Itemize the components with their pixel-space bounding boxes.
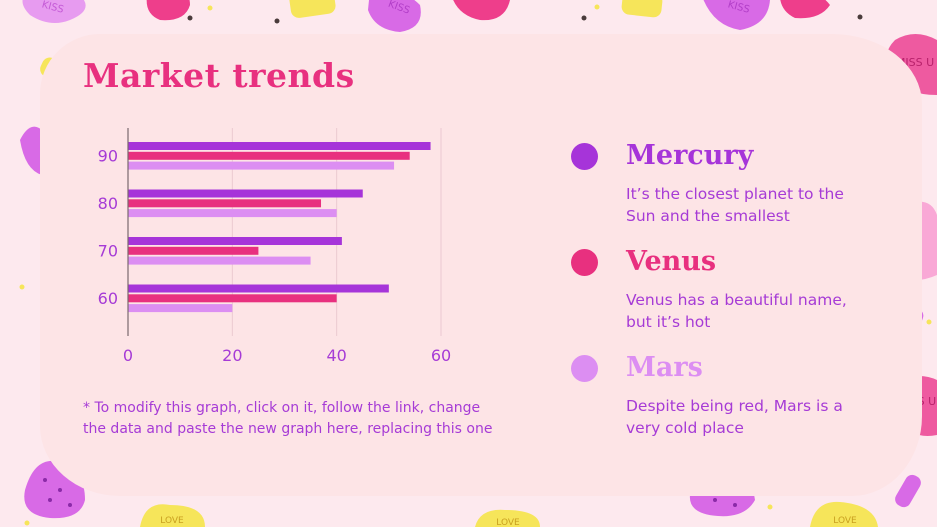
legend-desc-mars: Despite being red, Mars is a very cold p… <box>626 397 843 437</box>
x-tick-label: 60 <box>431 346 451 365</box>
bar-venus-60 <box>128 294 337 303</box>
heart-candy-icon <box>140 504 205 527</box>
sprinkle-icon <box>274 18 280 24</box>
bar-mars-90 <box>128 161 395 170</box>
bar-chart: 90 80 70 60 0 20 40 60 <box>98 128 451 365</box>
sprinkle-icon <box>594 4 600 10</box>
sprinkle-icon <box>767 504 773 510</box>
sprinkle-icon <box>187 15 193 21</box>
heart-candy-icon <box>453 0 510 21</box>
y-tick-label: 80 <box>98 194 118 213</box>
sprinkle-icon <box>207 5 213 11</box>
bar-mercury-80 <box>128 189 363 198</box>
bar-venus-90 <box>128 151 410 160</box>
heart-candy-label: LOVE <box>160 516 184 526</box>
legend-name-mars: Mars <box>626 352 703 383</box>
bar-mars-70 <box>128 256 311 265</box>
sprinkle-icon <box>733 503 737 507</box>
x-tick-label: 0 <box>123 346 133 365</box>
heart-candy-icon <box>20 126 42 175</box>
sprinkle-icon <box>24 520 30 526</box>
legend-desc-mercury: It’s the closest planet to the Sun and t… <box>626 185 844 225</box>
heart-candy-icon <box>22 0 86 24</box>
heart-candy-label: LOVE <box>496 518 520 527</box>
bar-venus-80 <box>128 199 322 208</box>
sprinkle-icon <box>581 15 587 21</box>
sprinkle-icon <box>713 498 717 502</box>
sprinkle-icon <box>68 503 72 507</box>
candy-bar-icon <box>621 0 663 18</box>
y-tick-label: 90 <box>98 147 118 166</box>
legend-dot-venus <box>571 249 598 276</box>
x-tick-label: 40 <box>326 346 346 365</box>
sprinkle-icon <box>926 319 932 325</box>
content-card <box>40 34 922 496</box>
bar-mercury-60 <box>128 284 389 293</box>
y-tick-label: 60 <box>98 289 118 308</box>
bar-venus-70 <box>128 246 259 255</box>
legend-dot-mercury <box>571 143 598 170</box>
bar-mercury-70 <box>128 237 342 245</box>
candy-bar-icon <box>895 474 921 508</box>
x-tick-label: 20 <box>222 346 242 365</box>
bar-mars-60 <box>128 304 233 313</box>
sprinkle-icon <box>58 488 62 492</box>
heart-candy-icon <box>146 0 190 21</box>
heart-candy-icon <box>703 0 770 30</box>
heart-candy-icon <box>475 509 540 527</box>
y-tick-label: 70 <box>98 242 118 261</box>
heart-candy-label: LOVE <box>833 516 857 526</box>
legend-name-venus: Venus <box>626 246 717 277</box>
heart-candy-icon <box>780 0 830 19</box>
legend-dot-mars <box>571 355 598 382</box>
chart-note: * To modify this graph, click on it, fol… <box>83 400 493 437</box>
sprinkle-icon <box>48 498 52 502</box>
bar-mars-80 <box>128 209 337 218</box>
bar-mercury-90 <box>128 142 431 150</box>
heart-candy-icon <box>810 501 878 527</box>
heart-candy-icon <box>368 0 421 32</box>
sprinkle-icon <box>857 14 863 20</box>
legend-desc-venus: Venus has a beautiful name, but it’s hot <box>626 291 847 331</box>
sprinkle-icon <box>19 284 25 290</box>
legend-name-mercury: Mercury <box>626 140 754 171</box>
candy-bar-icon <box>289 0 336 18</box>
sprinkle-icon <box>43 478 47 482</box>
slide-title: Market trends <box>83 56 355 95</box>
